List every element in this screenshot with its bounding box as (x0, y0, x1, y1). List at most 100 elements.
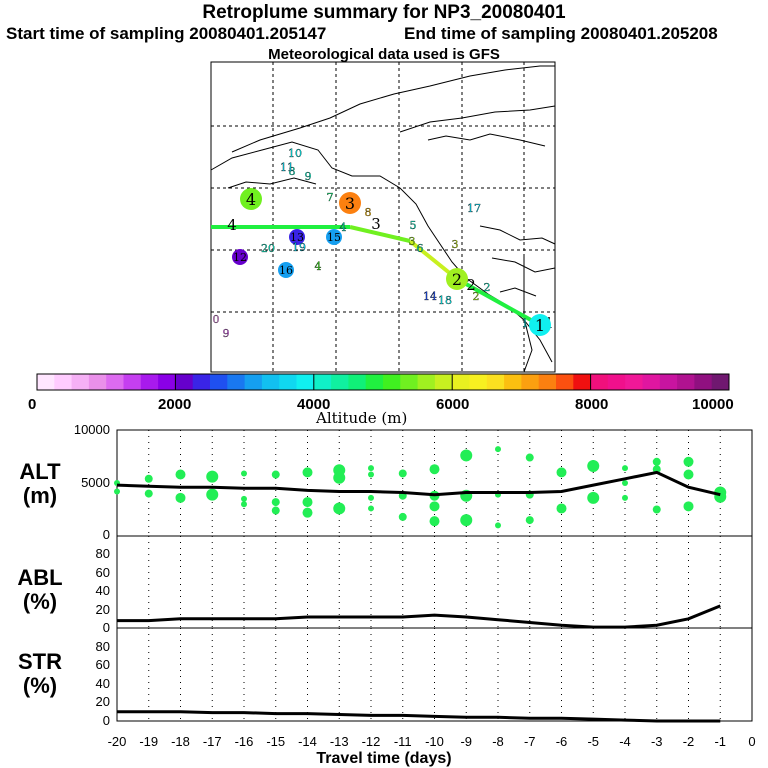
alt-scatter-point (144, 474, 153, 483)
plume-marker-label: 17 (467, 202, 481, 215)
x-tick-label: -19 (139, 734, 159, 749)
plume-marker-label: 15 (327, 231, 341, 244)
abl-panel-label: ABL (%) (0, 566, 80, 614)
alt-scatter-point (398, 512, 407, 521)
alt-scatter-point (302, 507, 313, 518)
colorbar-segment (192, 374, 211, 390)
plume-marker-label: 8 (365, 206, 372, 219)
x-tick-label: -5 (587, 734, 600, 749)
colorbar-segment (400, 374, 419, 390)
colorbar-tick-4000: 4000 (297, 396, 331, 413)
plume-marker-label: 9 (223, 327, 230, 340)
x-tick-label: -13 (329, 734, 349, 749)
plume-marker-dot (446, 268, 468, 290)
plume-marker-label: 3 (452, 238, 459, 251)
plume-marker-label: 2 (484, 281, 491, 294)
alt-scatter-point (460, 449, 473, 462)
alt-label-bottom: (m) (22, 483, 58, 508)
colorbar-segment (140, 374, 159, 390)
colorbar-segment (607, 374, 626, 390)
colorbar-frame (36, 373, 730, 391)
chart-title: Retroplume summary for NP3_20080401 (202, 2, 566, 23)
alt-scatter-point (429, 464, 440, 475)
alt-scatter-point (144, 489, 153, 498)
str-ytick: 40 (95, 675, 110, 691)
str-ytick: 0 (102, 713, 110, 728)
str-label-bottom: (%) (22, 673, 58, 698)
alt-scatter-point (241, 495, 247, 502)
plume-marker-label: 0 (213, 313, 220, 326)
abl-ytick: 80 (95, 546, 110, 562)
abl-ytick: 60 (95, 564, 110, 580)
alt-scatter-point (622, 494, 628, 501)
alt-scatter-point (271, 470, 280, 479)
alt-ytick: 5000 (81, 475, 110, 490)
colorbar-tick-10000: 10000 (692, 396, 734, 413)
str-label-top: STR (18, 649, 62, 674)
colorbar-segment (313, 374, 332, 390)
colorbar-segment (521, 374, 540, 390)
plume-marker-label: 10 (288, 147, 302, 160)
colorbar-segment (434, 374, 453, 390)
colorbar-segment (296, 374, 315, 390)
alt-scatter-point (333, 502, 346, 515)
colorbar-segment (227, 374, 246, 390)
x-tick-label: -1 (714, 734, 727, 749)
x-tick-label: -18 (171, 734, 190, 749)
x-tick-label: -15 (266, 734, 286, 749)
x-tick-label: -3 (650, 734, 663, 749)
alt-scatter-point (622, 465, 628, 472)
x-tick-label: -2 (682, 734, 695, 749)
plume-marker-label: 4 (246, 190, 256, 209)
alt-label-top: ALT (19, 459, 61, 484)
plume-track-day-label: 2 (466, 276, 476, 294)
colorbar-segment (659, 374, 678, 390)
str-series-line (117, 710, 721, 723)
plume-track-day-label: 3 (371, 215, 381, 233)
plume-marker-label: 1 (535, 316, 545, 335)
colorbar-segment (504, 374, 522, 390)
alt-scatter-point (302, 497, 313, 508)
colorbar-tick-0: 0 (28, 396, 37, 413)
alt-scatter-point (114, 488, 120, 495)
alt-scatter-point (333, 471, 346, 484)
plume-marker-label: 2 (473, 290, 480, 303)
x-tick-label: -8 (492, 734, 504, 749)
plume-marker-dot (529, 314, 551, 336)
colorbar-segment (54, 374, 73, 390)
alt-scatter-point (429, 501, 440, 512)
x-tick-label: -10 (425, 734, 444, 749)
colorbar-tick-2000: 2000 (158, 396, 192, 413)
plume-marker-dot (326, 229, 342, 245)
colorbar-segment (486, 374, 505, 390)
colorbar-segment (677, 374, 695, 390)
plume-marker-label: 4 (315, 260, 322, 273)
plume-marker-label: 8 (289, 165, 296, 178)
plume-track-segment (349, 225, 411, 243)
colorbar-segment (88, 374, 107, 390)
met-data-text: Meteorological data used is GFS (268, 46, 500, 63)
plume-marker-label: 14 (423, 290, 437, 303)
colorbar-segment (590, 374, 609, 390)
time-series-panels (114, 429, 753, 723)
alt-scatter-point (398, 469, 407, 478)
x-tick-label: -6 (555, 734, 568, 749)
x-tick-label: -14 (298, 734, 317, 749)
alt-scatter-point (556, 503, 567, 514)
plume-marker-label: 18 (438, 294, 452, 307)
plume-marker-label: 11 (280, 161, 294, 174)
str-ytick: 80 (95, 638, 110, 654)
map-panel: 1234 11222333444567889910111213141516171… (210, 61, 556, 373)
plume-marker-label: 12 (233, 251, 247, 264)
x-tick-label: -17 (202, 734, 222, 749)
alt-scatter-point (683, 469, 694, 480)
abl-label-bottom: (%) (22, 589, 58, 614)
alt-scatter-point (368, 494, 374, 501)
alt-scatter-point (587, 460, 600, 473)
plume-marker-dot (240, 188, 262, 210)
alt-scatter-point (652, 457, 661, 466)
colorbar-segment (244, 374, 263, 390)
plume-marker-dot (232, 249, 248, 265)
x-tick-label: -9 (460, 734, 473, 749)
